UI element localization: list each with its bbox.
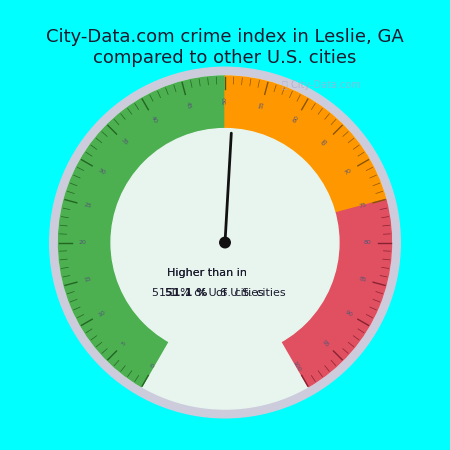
Text: 5: 5 <box>121 340 127 346</box>
Text: 100: 100 <box>291 360 302 372</box>
Text: 70: 70 <box>344 167 353 176</box>
Text: 65: 65 <box>321 137 330 146</box>
Circle shape <box>50 67 400 418</box>
Text: 80: 80 <box>364 240 371 245</box>
Text: Higher than in: Higher than in <box>167 268 248 278</box>
Circle shape <box>58 76 392 409</box>
Text: 15: 15 <box>83 276 92 283</box>
Circle shape <box>111 129 339 356</box>
Text: 30: 30 <box>97 167 106 176</box>
Text: 50: 50 <box>222 96 228 104</box>
Wedge shape <box>225 76 386 213</box>
Text: of U.S. cities: of U.S. cities <box>216 288 286 298</box>
Text: 95: 95 <box>321 339 330 348</box>
Text: 20: 20 <box>79 240 86 245</box>
Text: 60: 60 <box>292 115 300 124</box>
Text: 90: 90 <box>344 310 353 318</box>
Text: City-Data.com crime index in Leslie, GA
compared to other U.S. cities: City-Data.com crime index in Leslie, GA … <box>46 28 404 67</box>
Text: 75: 75 <box>358 202 367 209</box>
Text: 🔍 City-Data.com: 🔍 City-Data.com <box>282 80 361 90</box>
Text: 51.1 %: 51.1 % <box>165 288 207 298</box>
Text: 25: 25 <box>83 202 92 209</box>
Text: Higher than in: Higher than in <box>167 268 248 278</box>
Text: 85: 85 <box>358 276 367 283</box>
Text: 51.1 % of U.S. cities: 51.1 % of U.S. cities <box>152 288 263 298</box>
Text: 10: 10 <box>97 310 106 318</box>
Text: 0: 0 <box>151 363 157 369</box>
Text: 40: 40 <box>150 115 158 124</box>
Wedge shape <box>282 199 392 387</box>
Text: 45: 45 <box>184 100 192 109</box>
Text: 35: 35 <box>120 137 129 146</box>
Circle shape <box>220 237 230 248</box>
Text: 55: 55 <box>258 100 265 109</box>
Wedge shape <box>58 76 225 387</box>
